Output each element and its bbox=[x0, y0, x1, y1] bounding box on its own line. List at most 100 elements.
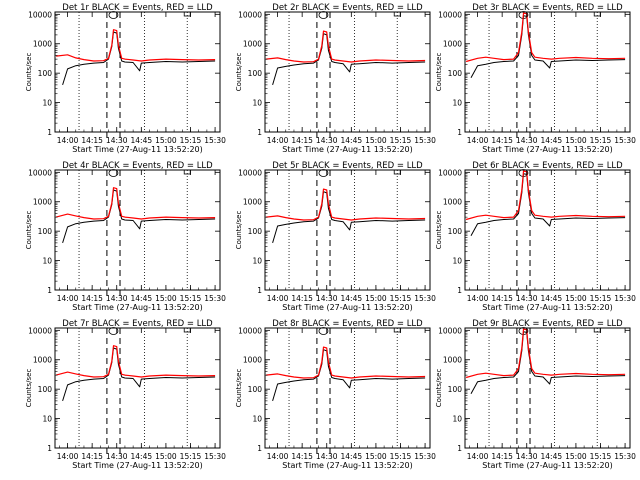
y-tick-label: 1 bbox=[47, 128, 52, 137]
x-axis-label: Start Time (27-Aug-11 13:52:20) bbox=[482, 303, 613, 312]
x-axis-label: Start Time (27-Aug-11 13:52:20) bbox=[282, 303, 413, 312]
x-tick-label: 15:30 bbox=[414, 452, 436, 461]
detector-panel: Det 9r BLACK = Events, RED = LLD 1 10 100 10… bbox=[435, 319, 636, 470]
x-tick-label: 14:00 bbox=[57, 452, 79, 461]
detector-panel: Det 1r BLACK = Events, RED = LLD 1 10 100 10… bbox=[25, 3, 226, 154]
y-tick-label: 10 bbox=[452, 415, 462, 424]
y-tick-label: 1000 bbox=[443, 40, 462, 49]
y-tick-label: 1 bbox=[457, 286, 462, 295]
y-axis-label: Counts/sec bbox=[435, 211, 443, 250]
plot-frame bbox=[54, 169, 221, 291]
y-tick-label: 100 bbox=[248, 385, 263, 394]
x-tick-label: 15:30 bbox=[414, 294, 436, 303]
x-tick-label: 14:15 bbox=[291, 136, 313, 145]
x-tick-label: 15:00 bbox=[365, 452, 387, 461]
x-tick-label: 15:15 bbox=[390, 452, 412, 461]
detector-panel: Det 6r BLACK = Events, RED = LLD 1 10 100 10… bbox=[435, 161, 636, 312]
lld-series-line bbox=[266, 346, 426, 379]
lld-series-line bbox=[56, 29, 216, 62]
x-tick-label: 15:30 bbox=[414, 136, 436, 145]
detector-panel: Det 3r BLACK = Events, RED = LLD 1 10 100 10… bbox=[435, 3, 636, 154]
x-tick-label: 14:30 bbox=[106, 294, 128, 303]
y-tick-label: 10000 bbox=[28, 326, 52, 335]
x-tick-label: 14:45 bbox=[341, 136, 363, 145]
y-tick-label: 1 bbox=[47, 444, 52, 453]
y-tick-label: 1000 bbox=[443, 198, 462, 207]
y-tick-label: 10000 bbox=[438, 168, 462, 177]
y-tick-label: 10000 bbox=[28, 168, 52, 177]
lld-series-line bbox=[266, 188, 426, 221]
y-tick-label: 100 bbox=[38, 69, 53, 78]
y-tick-label: 1000 bbox=[443, 356, 462, 365]
plot-frame bbox=[54, 11, 221, 133]
lld-series-line bbox=[465, 328, 626, 379]
x-tick-label: 15:15 bbox=[180, 452, 202, 461]
plot-frame bbox=[54, 327, 221, 449]
x-axis-label: Start Time (27-Aug-11 13:52:20) bbox=[72, 461, 203, 470]
events-series-line bbox=[62, 31, 216, 86]
x-tick-label: 14:00 bbox=[267, 452, 289, 461]
x-tick-label: 14:15 bbox=[491, 452, 513, 461]
x-tick-label: 15:00 bbox=[365, 136, 387, 145]
y-tick-label: 10000 bbox=[438, 10, 462, 19]
lld-series-line bbox=[465, 170, 626, 221]
events-series-line bbox=[470, 15, 626, 78]
x-tick-label: 14:30 bbox=[106, 452, 128, 461]
x-tick-label: 14:45 bbox=[131, 136, 153, 145]
y-tick-label: 100 bbox=[38, 227, 53, 236]
x-tick-label: 15:30 bbox=[204, 294, 226, 303]
events-series-line bbox=[470, 173, 626, 236]
y-tick-label: 10000 bbox=[238, 326, 262, 335]
x-tick-label: 14:00 bbox=[467, 452, 489, 461]
x-tick-label: 14:00 bbox=[467, 294, 489, 303]
y-tick-label: 10 bbox=[452, 257, 462, 266]
y-tick-label: 1 bbox=[257, 286, 262, 295]
detector-panel: Det 4r BLACK = Events, RED = LLD 1 10 100 10… bbox=[25, 161, 226, 312]
x-tick-label: 15:15 bbox=[390, 136, 412, 145]
y-tick-label: 100 bbox=[248, 69, 263, 78]
events-series-line bbox=[62, 347, 216, 402]
x-tick-label: 14:30 bbox=[516, 294, 538, 303]
y-tick-label: 1000 bbox=[33, 40, 52, 49]
events-series-line bbox=[272, 191, 426, 244]
x-tick-label: 14:00 bbox=[267, 294, 289, 303]
y-tick-label: 1000 bbox=[243, 356, 262, 365]
chart-title: Det 8r BLACK = Events, RED = LLD bbox=[272, 319, 423, 329]
x-tick-label: 14:15 bbox=[81, 294, 103, 303]
events-series-line bbox=[272, 33, 426, 86]
x-tick-label: 14:45 bbox=[131, 294, 153, 303]
y-axis-label: Counts/sec bbox=[25, 53, 33, 92]
x-tick-label: 14:00 bbox=[57, 294, 79, 303]
y-tick-label: 1 bbox=[457, 444, 462, 453]
x-tick-label: 14:45 bbox=[541, 294, 563, 303]
plot-frame bbox=[264, 169, 431, 291]
lld-series-line bbox=[266, 30, 426, 63]
x-tick-label: 14:45 bbox=[341, 294, 363, 303]
x-tick-label: 14:15 bbox=[81, 136, 103, 145]
y-tick-label: 100 bbox=[448, 69, 463, 78]
x-tick-label: 15:15 bbox=[180, 294, 202, 303]
y-tick-label: 10000 bbox=[438, 326, 462, 335]
y-tick-label: 100 bbox=[248, 227, 263, 236]
chart-title: Det 1r BLACK = Events, RED = LLD bbox=[62, 3, 213, 13]
plot-frame bbox=[264, 11, 431, 133]
detector-panel: Det 5r BLACK = Events, RED = LLD 1 10 100 10… bbox=[235, 161, 436, 312]
x-tick-label: 15:30 bbox=[204, 136, 226, 145]
x-tick-label: 15:00 bbox=[155, 452, 177, 461]
x-tick-label: 14:30 bbox=[516, 452, 538, 461]
x-tick-label: 15:15 bbox=[590, 294, 612, 303]
x-tick-label: 15:30 bbox=[204, 452, 226, 461]
y-tick-label: 1 bbox=[47, 286, 52, 295]
chart-title: Det 2r BLACK = Events, RED = LLD bbox=[272, 3, 423, 13]
x-tick-label: 14:15 bbox=[491, 136, 513, 145]
y-tick-label: 1 bbox=[257, 128, 262, 137]
x-tick-label: 15:15 bbox=[390, 294, 412, 303]
chart-title: Det 3r BLACK = Events, RED = LLD bbox=[472, 3, 623, 13]
y-axis-label: Counts/sec bbox=[235, 211, 243, 250]
y-tick-label: 10 bbox=[252, 415, 262, 424]
x-tick-label: 15:00 bbox=[155, 136, 177, 145]
y-axis-label: Counts/sec bbox=[25, 211, 33, 250]
x-tick-label: 14:30 bbox=[516, 136, 538, 145]
lld-series-line bbox=[465, 12, 626, 63]
x-axis-label: Start Time (27-Aug-11 13:52:20) bbox=[72, 303, 203, 312]
